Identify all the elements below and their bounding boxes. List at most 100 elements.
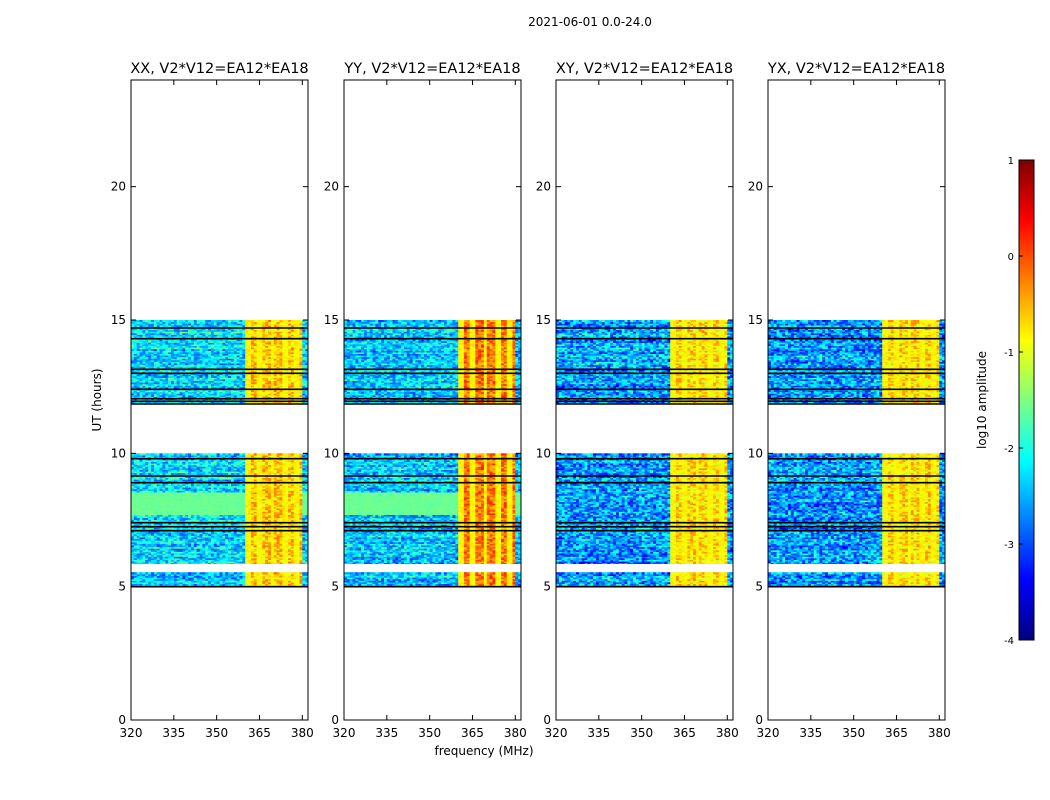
- heatmap-cell: [150, 572, 155, 575]
- heatmap-cell: [142, 543, 146, 546]
- heatmap-cell: [199, 580, 203, 583]
- heatmap-cell: [182, 581, 186, 585]
- heatmap-cell: [236, 503, 241, 506]
- heatmap-cell: [168, 581, 172, 585]
- heatmap-cell: [236, 524, 241, 527]
- heatmap-cell: [225, 464, 229, 467]
- heatmap-cell: [270, 535, 275, 538]
- heatmap-cell: [279, 517, 283, 520]
- heatmap-cell: [270, 554, 275, 557]
- heatmap-cell: [222, 503, 226, 506]
- heatmap-cell: [256, 509, 261, 512]
- heatmap-cell: [190, 543, 195, 546]
- heatmap-cell: [305, 541, 308, 544]
- heatmap-cell: [219, 572, 223, 575]
- heatmap-cell: [236, 560, 241, 564]
- heatmap-cell: [296, 522, 301, 525]
- heatmap-cell: [305, 581, 308, 585]
- heatmap-cell: [165, 496, 169, 499]
- heatmap-cell: [222, 507, 226, 511]
- heatmap-cell: [156, 575, 161, 578]
- heatmap-cell: [148, 535, 152, 538]
- heatmap-cell: [142, 509, 146, 512]
- heatmap-cell: [262, 456, 266, 459]
- heatmap-cell: [216, 477, 221, 480]
- heatmap-cell: [259, 506, 263, 509]
- heatmap-cell: [165, 499, 169, 503]
- heatmap-cell: [165, 469, 169, 472]
- heatmap-cell: [299, 581, 303, 585]
- heatmap-cell: [270, 454, 275, 458]
- heatmap-cell: [279, 575, 283, 578]
- heatmap-cell: [222, 487, 226, 490]
- heatmap-cell: [208, 501, 212, 504]
- heatmap-cell: [233, 580, 238, 583]
- heatmap-cell: [179, 469, 183, 472]
- heatmap-cell: [279, 469, 283, 472]
- heatmap-cell: [222, 501, 226, 504]
- heatmap-cell: [228, 580, 232, 583]
- heatmap-cell: [225, 522, 229, 525]
- heatmap-cell: [222, 472, 226, 475]
- heatmap-cell: [288, 461, 292, 464]
- heatmap-cell: [153, 548, 158, 551]
- heatmap-cell: [162, 517, 166, 520]
- heatmap-cell: [233, 533, 238, 536]
- heatmap-cell: [133, 461, 138, 464]
- heatmap-cell: [133, 562, 138, 565]
- heatmap-cell: [216, 485, 221, 488]
- heatmap-cell: [293, 506, 298, 509]
- heatmap-cell: [302, 503, 306, 506]
- heatmap-cell: [230, 480, 235, 483]
- heatmap-cell: [296, 464, 301, 467]
- heatmap-cell: [188, 562, 192, 565]
- heatmap-cell: [173, 466, 178, 469]
- heatmap-cell: [136, 485, 141, 488]
- heatmap-cell: [199, 469, 203, 472]
- heatmap-cell: [265, 475, 269, 479]
- heatmap-cell: [302, 524, 306, 527]
- heatmap-cell: [205, 495, 209, 498]
- heatmap-cell: [193, 548, 198, 551]
- heatmap-cell: [259, 472, 263, 475]
- heatmap-cell: [230, 549, 235, 552]
- heatmap-cell: [276, 543, 281, 546]
- heatmap-cell: [233, 543, 238, 546]
- heatmap-cell: [222, 467, 226, 470]
- heatmap-cell: [233, 477, 238, 480]
- heatmap-cell: [145, 559, 149, 562]
- heatmap-cell: [145, 499, 149, 503]
- heatmap-cell: [202, 511, 206, 514]
- heatmap-cell: [245, 469, 249, 472]
- heatmap-cell: [248, 472, 252, 475]
- heatmap-cell: [193, 498, 198, 501]
- heatmap-cell: [196, 466, 201, 469]
- heatmap-cell: [188, 541, 192, 544]
- heatmap-cell: [148, 493, 152, 496]
- heatmap-cell: [293, 504, 298, 507]
- heatmap-cell: [236, 556, 241, 559]
- heatmap-cell: [305, 546, 308, 549]
- heatmap-cell: [302, 581, 306, 585]
- heatmap-cell: [285, 532, 289, 535]
- heatmap-cell: [208, 530, 212, 533]
- heatmap-cell: [185, 527, 189, 530]
- heatmap-cell: [273, 532, 278, 535]
- heatmap-cell: [288, 471, 292, 474]
- heatmap-cell: [150, 527, 155, 530]
- heatmap-cell: [131, 477, 135, 480]
- heatmap-cell: [210, 530, 215, 533]
- heatmap-cell: [193, 552, 198, 556]
- heatmap-cell: [133, 533, 138, 536]
- heatmap-cell: [305, 456, 308, 459]
- heatmap-cell: [242, 479, 246, 482]
- heatmap-cell: [185, 580, 189, 583]
- heatmap-cell: [222, 546, 226, 549]
- heatmap-cell: [185, 456, 189, 459]
- heatmap-cell: [185, 401, 189, 404]
- heatmap-cell: [282, 479, 286, 482]
- heatmap-cell: [150, 512, 155, 515]
- heatmap-cell: [242, 554, 246, 557]
- heatmap-cell: [268, 466, 272, 469]
- heatmap-cell: [162, 401, 166, 404]
